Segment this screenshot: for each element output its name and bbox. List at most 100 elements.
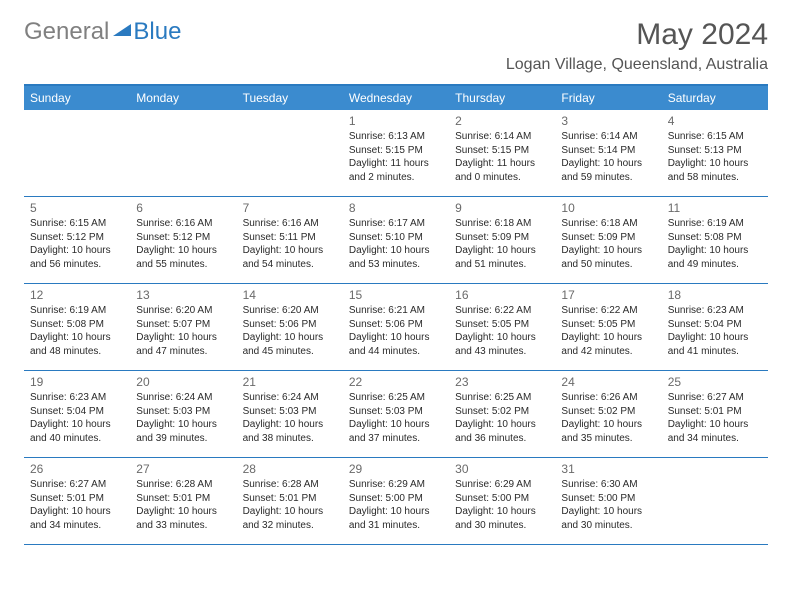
sunset-line: Sunset: 5:07 PM	[136, 318, 230, 332]
calendar-day-cell: 8Sunrise: 6:17 AMSunset: 5:10 PMDaylight…	[343, 197, 449, 283]
calendar-day-cell: 21Sunrise: 6:24 AMSunset: 5:03 PMDayligh…	[237, 371, 343, 457]
calendar-day-cell: 26Sunrise: 6:27 AMSunset: 5:01 PMDayligh…	[24, 458, 130, 544]
location-text: Logan Village, Queensland, Australia	[506, 56, 768, 74]
daylight-line: Daylight: 10 hours and 48 minutes.	[30, 331, 124, 358]
logo-text-gray: General	[24, 18, 109, 46]
sunrise-line: Sunrise: 6:16 AM	[136, 217, 230, 231]
sunrise-line: Sunrise: 6:15 AM	[30, 217, 124, 231]
sunset-line: Sunset: 5:11 PM	[243, 231, 337, 245]
daylight-line: Daylight: 10 hours and 59 minutes.	[561, 157, 655, 184]
day-number: 6	[136, 201, 230, 215]
calendar-day-cell: 23Sunrise: 6:25 AMSunset: 5:02 PMDayligh…	[449, 371, 555, 457]
day-number: 29	[349, 462, 443, 476]
calendar-empty-cell	[662, 458, 768, 544]
day-number: 30	[455, 462, 549, 476]
calendar-day-cell: 19Sunrise: 6:23 AMSunset: 5:04 PMDayligh…	[24, 371, 130, 457]
sunrise-line: Sunrise: 6:21 AM	[349, 304, 443, 318]
calendar-day-cell: 11Sunrise: 6:19 AMSunset: 5:08 PMDayligh…	[662, 197, 768, 283]
daylight-line: Daylight: 10 hours and 58 minutes.	[668, 157, 762, 184]
daylight-line: Daylight: 10 hours and 34 minutes.	[668, 418, 762, 445]
day-number: 18	[668, 288, 762, 302]
calendar-week-row: 19Sunrise: 6:23 AMSunset: 5:04 PMDayligh…	[24, 371, 768, 458]
day-number: 14	[243, 288, 337, 302]
calendar-day-cell: 16Sunrise: 6:22 AMSunset: 5:05 PMDayligh…	[449, 284, 555, 370]
day-number: 20	[136, 375, 230, 389]
calendar-day-cell: 17Sunrise: 6:22 AMSunset: 5:05 PMDayligh…	[555, 284, 661, 370]
sunrise-line: Sunrise: 6:24 AM	[243, 391, 337, 405]
day-number: 5	[30, 201, 124, 215]
daylight-line: Daylight: 10 hours and 38 minutes.	[243, 418, 337, 445]
weekday-header: Thursday	[449, 86, 555, 110]
sunset-line: Sunset: 5:12 PM	[30, 231, 124, 245]
sunset-line: Sunset: 5:05 PM	[455, 318, 549, 332]
calendar-day-cell: 4Sunrise: 6:15 AMSunset: 5:13 PMDaylight…	[662, 110, 768, 196]
calendar-week-row: 1Sunrise: 6:13 AMSunset: 5:15 PMDaylight…	[24, 110, 768, 197]
day-number: 21	[243, 375, 337, 389]
sunrise-line: Sunrise: 6:25 AM	[349, 391, 443, 405]
sunrise-line: Sunrise: 6:13 AM	[349, 130, 443, 144]
daylight-line: Daylight: 10 hours and 56 minutes.	[30, 244, 124, 271]
day-number: 10	[561, 201, 655, 215]
daylight-line: Daylight: 10 hours and 45 minutes.	[243, 331, 337, 358]
calendar-day-cell: 15Sunrise: 6:21 AMSunset: 5:06 PMDayligh…	[343, 284, 449, 370]
calendar-day-cell: 14Sunrise: 6:20 AMSunset: 5:06 PMDayligh…	[237, 284, 343, 370]
weekday-header: Tuesday	[237, 86, 343, 110]
calendar-day-cell: 27Sunrise: 6:28 AMSunset: 5:01 PMDayligh…	[130, 458, 236, 544]
sunset-line: Sunset: 5:06 PM	[349, 318, 443, 332]
sunrise-line: Sunrise: 6:20 AM	[136, 304, 230, 318]
day-number: 13	[136, 288, 230, 302]
weekday-header: Saturday	[662, 86, 768, 110]
daylight-line: Daylight: 10 hours and 35 minutes.	[561, 418, 655, 445]
sunset-line: Sunset: 5:08 PM	[30, 318, 124, 332]
sunrise-line: Sunrise: 6:28 AM	[136, 478, 230, 492]
daylight-line: Daylight: 11 hours and 2 minutes.	[349, 157, 443, 184]
day-number: 28	[243, 462, 337, 476]
daylight-line: Daylight: 10 hours and 47 minutes.	[136, 331, 230, 358]
daylight-line: Daylight: 10 hours and 31 minutes.	[349, 505, 443, 532]
calendar-day-cell: 6Sunrise: 6:16 AMSunset: 5:12 PMDaylight…	[130, 197, 236, 283]
daylight-line: Daylight: 10 hours and 36 minutes.	[455, 418, 549, 445]
weekday-header-row: SundayMondayTuesdayWednesdayThursdayFrid…	[24, 86, 768, 110]
day-number: 24	[561, 375, 655, 389]
calendar-day-cell: 9Sunrise: 6:18 AMSunset: 5:09 PMDaylight…	[449, 197, 555, 283]
calendar-page: General Blue May 2024 Logan Village, Que…	[0, 0, 792, 563]
sunrise-line: Sunrise: 6:27 AM	[668, 391, 762, 405]
calendar-day-cell: 24Sunrise: 6:26 AMSunset: 5:02 PMDayligh…	[555, 371, 661, 457]
sunrise-line: Sunrise: 6:17 AM	[349, 217, 443, 231]
calendar-day-cell: 5 Sunrise: 6:15 AMSunset: 5:12 PMDaylight…	[24, 197, 130, 283]
daylight-line: Daylight: 10 hours and 41 minutes.	[668, 331, 762, 358]
sunrise-line: Sunrise: 6:22 AM	[455, 304, 549, 318]
sunrise-line: Sunrise: 6:18 AM	[561, 217, 655, 231]
calendar-day-cell: 28Sunrise: 6:28 AMSunset: 5:01 PMDayligh…	[237, 458, 343, 544]
sunset-line: Sunset: 5:02 PM	[561, 405, 655, 419]
calendar-day-cell: 30Sunrise: 6:29 AMSunset: 5:00 PMDayligh…	[449, 458, 555, 544]
sunrise-line: Sunrise: 6:15 AM	[668, 130, 762, 144]
sunrise-line: Sunrise: 6:19 AM	[668, 217, 762, 231]
calendar-week-row: 5Sunrise: 6:15 AMSunset: 5:12 PMDaylight…	[24, 197, 768, 284]
sunrise-line: Sunrise: 6:20 AM	[243, 304, 337, 318]
sunset-line: Sunset: 5:04 PM	[668, 318, 762, 332]
sunrise-line: Sunrise: 6:22 AM	[561, 304, 655, 318]
logo-triangle-icon	[113, 24, 131, 36]
daylight-line: Daylight: 10 hours and 32 minutes.	[243, 505, 337, 532]
calendar-week-row: 12Sunrise: 6:19 AMSunset: 5:08 PMDayligh…	[24, 284, 768, 371]
day-number: 19	[30, 375, 124, 389]
calendar-day-cell: 25Sunrise: 6:27 AMSunset: 5:01 PMDayligh…	[662, 371, 768, 457]
sunset-line: Sunset: 5:01 PM	[30, 492, 124, 506]
sunset-line: Sunset: 5:10 PM	[349, 231, 443, 245]
day-number: 2	[455, 114, 549, 128]
sunrise-line: Sunrise: 6:19 AM	[30, 304, 124, 318]
sunrise-line: Sunrise: 6:30 AM	[561, 478, 655, 492]
day-number: 1	[349, 114, 443, 128]
day-number: 15	[349, 288, 443, 302]
weekday-header: Monday	[130, 86, 236, 110]
daylight-line: Daylight: 10 hours and 55 minutes.	[136, 244, 230, 271]
calendar-week-row: 26Sunrise: 6:27 AMSunset: 5:01 PMDayligh…	[24, 458, 768, 545]
calendar-empty-cell	[24, 110, 130, 196]
sunrise-line: Sunrise: 6:23 AM	[668, 304, 762, 318]
daylight-line: Daylight: 10 hours and 43 minutes.	[455, 331, 549, 358]
daylight-line: Daylight: 10 hours and 53 minutes.	[349, 244, 443, 271]
calendar-day-cell: 31Sunrise: 6:30 AMSunset: 5:00 PMDayligh…	[555, 458, 661, 544]
calendar-weeks: 1Sunrise: 6:13 AMSunset: 5:15 PMDaylight…	[24, 110, 768, 545]
day-number: 27	[136, 462, 230, 476]
